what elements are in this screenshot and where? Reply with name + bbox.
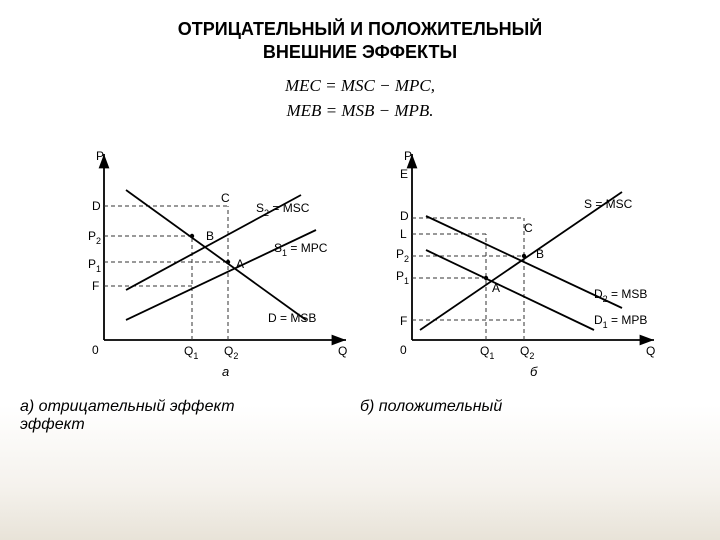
caption-a: а) отрицательный эффект [20, 398, 360, 416]
svg-text:P2: P2 [396, 247, 409, 264]
svg-text:F: F [400, 314, 407, 328]
chart-a: D = MSB S1 = MPC S2 = MSC C B A P D P2 P1 F Q1 Q2 Q 0 а [56, 130, 356, 380]
svg-text:P: P [96, 149, 104, 163]
caption-wrap: эффект [20, 416, 85, 434]
svg-text:L: L [400, 227, 407, 241]
svg-text:C: C [524, 221, 533, 235]
svg-text:E: E [400, 167, 408, 181]
caption-wrap-row: эффект [0, 416, 720, 434]
svg-text:Q2: Q2 [224, 344, 238, 361]
svg-text:B: B [536, 247, 544, 261]
svg-text:S = MSC: S = MSC [584, 197, 633, 211]
charts-row: D = MSBS1 = MPCS2 = MSCCBAPDP2P1FQ1Q2Q0а… [0, 130, 720, 380]
caption-b: б) положительный [360, 398, 502, 416]
svg-text:P2: P2 [88, 229, 101, 246]
svg-text:Q1: Q1 [184, 344, 198, 361]
svg-text:Q1: Q1 [480, 344, 494, 361]
chart-b: S = MSC D2 = MSB D1 = MPB CB A PE DL P2 P1 F Q1 Q2 Q… [364, 130, 664, 380]
captions-row: а) отрицательный эффект б) положительный [0, 398, 720, 416]
svg-text:б: б [530, 364, 538, 379]
svg-text:D2 = MSB: D2 = MSB [594, 287, 647, 304]
svg-text:0: 0 [400, 343, 407, 357]
svg-text:P1: P1 [396, 269, 409, 286]
svg-text:P1: P1 [88, 257, 101, 274]
svg-text:A: A [236, 257, 244, 271]
svg-text:S2 = MSC: S2 = MSC [256, 201, 310, 218]
equations-block: MEC = MSC − MPC, MEB = MSB − MPB. [0, 73, 720, 124]
svg-text:Q: Q [646, 344, 655, 358]
svg-text:D = MSB: D = MSB [268, 311, 316, 325]
svg-text:C: C [221, 191, 230, 205]
svg-text:а: а [222, 364, 229, 379]
equation-2: MEB = MSB − MPB. [0, 98, 720, 124]
svg-text:P: P [404, 149, 412, 163]
svg-text:Q2: Q2 [520, 344, 534, 361]
svg-text:D: D [400, 209, 409, 223]
svg-text:B: B [206, 229, 214, 243]
svg-text:S1 = MPC: S1 = MPC [274, 241, 328, 258]
svg-text:D: D [92, 199, 101, 213]
title-line-1: ОТРИЦАТЕЛЬНЫЙ И ПОЛОЖИТЕЛЬНЫЙ [0, 18, 720, 41]
equation-1: MEC = MSC − MPC, [0, 73, 720, 99]
svg-text:F: F [92, 279, 99, 293]
svg-text:D1 = MPB: D1 = MPB [594, 313, 647, 330]
page-title: ОТРИЦАТЕЛЬНЫЙ И ПОЛОЖИТЕЛЬНЫЙ ВНЕШНИЕ ЭФ… [0, 0, 720, 65]
svg-text:A: A [492, 281, 500, 295]
svg-text:0: 0 [92, 343, 99, 357]
title-line-2: ВНЕШНИЕ ЭФФЕКТЫ [0, 41, 720, 64]
svg-text:Q: Q [338, 344, 347, 358]
